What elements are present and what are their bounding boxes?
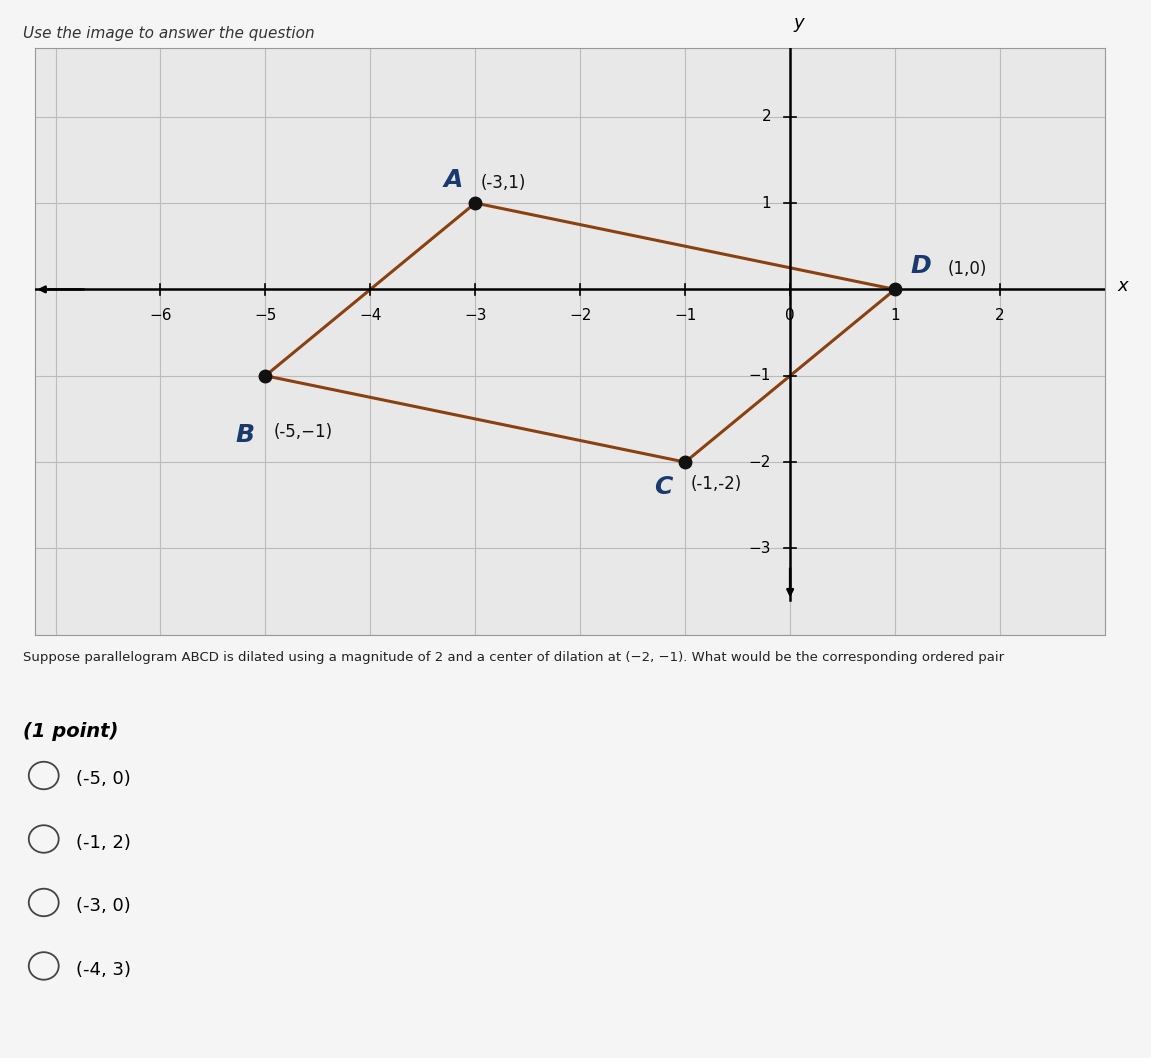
Text: y: y: [793, 14, 803, 32]
Text: (-5, 0): (-5, 0): [76, 770, 131, 788]
Text: (-1,-2): (-1,-2): [691, 475, 741, 493]
Text: D: D: [910, 254, 931, 278]
Text: −3: −3: [749, 541, 771, 555]
Text: 2: 2: [996, 308, 1005, 324]
Text: −2: −2: [569, 308, 592, 324]
Text: x: x: [1118, 277, 1128, 295]
Text: (-3,1): (-3,1): [481, 174, 526, 191]
Text: (-3, 0): (-3, 0): [76, 897, 131, 915]
Text: (-1, 2): (-1, 2): [76, 834, 131, 852]
Text: −6: −6: [150, 308, 171, 324]
Text: Use the image to answer the question: Use the image to answer the question: [23, 26, 314, 41]
Text: 1: 1: [890, 308, 900, 324]
Text: −1: −1: [749, 368, 771, 383]
Text: (1 point): (1 point): [23, 722, 119, 741]
Text: −1: −1: [674, 308, 696, 324]
Text: A: A: [443, 168, 463, 191]
Text: −3: −3: [464, 308, 487, 324]
Text: −4: −4: [359, 308, 381, 324]
Text: C: C: [654, 475, 672, 499]
Text: 1: 1: [762, 196, 771, 211]
Text: Suppose parallelogram ABCD is dilated using a magnitude of 2 and a center of dil: Suppose parallelogram ABCD is dilated us…: [23, 651, 1004, 663]
Text: (-5,−1): (-5,−1): [274, 423, 333, 441]
Text: 0: 0: [785, 308, 795, 324]
Text: −2: −2: [749, 455, 771, 470]
Text: −5: −5: [254, 308, 276, 324]
Text: (-4, 3): (-4, 3): [76, 961, 131, 979]
Text: (1,0): (1,0): [947, 260, 986, 278]
Text: B: B: [236, 423, 254, 448]
Text: 2: 2: [762, 109, 771, 124]
